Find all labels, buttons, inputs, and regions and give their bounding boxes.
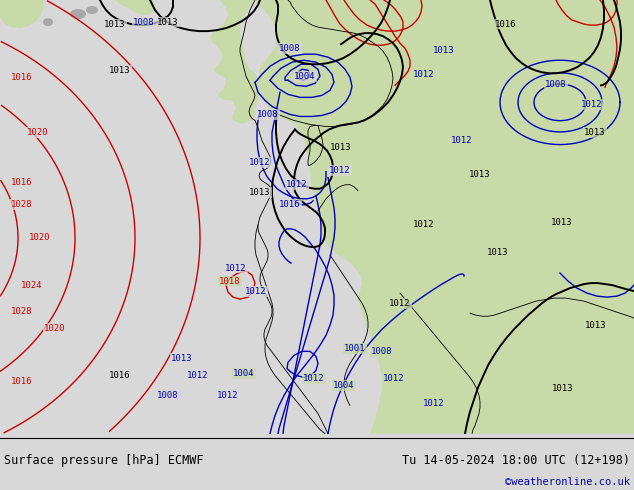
Text: 1008: 1008: [257, 110, 279, 119]
Text: 1016: 1016: [109, 371, 131, 380]
Polygon shape: [210, 0, 256, 123]
Text: 1008: 1008: [279, 44, 301, 53]
Text: 1013: 1013: [104, 20, 126, 28]
Text: 1020: 1020: [27, 128, 49, 137]
Polygon shape: [115, 0, 155, 15]
Text: 1004: 1004: [294, 72, 316, 81]
Polygon shape: [255, 0, 634, 434]
Text: 1013: 1013: [551, 219, 573, 227]
Text: 1028: 1028: [11, 200, 33, 209]
Ellipse shape: [86, 6, 98, 14]
Text: 1012: 1012: [329, 166, 351, 175]
Text: 1012: 1012: [249, 158, 271, 167]
Text: Tu 14-05-2024 18:00 UTC (12+198): Tu 14-05-2024 18:00 UTC (12+198): [402, 454, 630, 467]
Text: 1004: 1004: [333, 381, 355, 390]
Text: 1016: 1016: [279, 200, 301, 209]
Text: 1008: 1008: [372, 347, 392, 356]
Text: 1012: 1012: [245, 287, 267, 295]
Text: 1013: 1013: [157, 18, 179, 26]
Text: 1013: 1013: [109, 66, 131, 75]
Text: 1012: 1012: [187, 371, 209, 380]
Text: 1018: 1018: [219, 276, 241, 286]
Text: 1016: 1016: [495, 20, 517, 28]
Text: 1012: 1012: [286, 180, 307, 189]
Text: 1012: 1012: [413, 70, 435, 79]
Text: 1013: 1013: [488, 248, 508, 257]
Text: 1008: 1008: [545, 80, 567, 89]
Text: 1013: 1013: [330, 143, 352, 152]
Polygon shape: [230, 66, 260, 122]
Text: ©weatheronline.co.uk: ©weatheronline.co.uk: [505, 477, 630, 487]
Text: 1012: 1012: [217, 391, 239, 400]
Ellipse shape: [70, 9, 86, 19]
Text: 1016: 1016: [11, 377, 33, 386]
Text: 1012: 1012: [225, 264, 247, 272]
Text: 1013: 1013: [585, 321, 607, 330]
Polygon shape: [255, 0, 634, 229]
Text: Surface pressure [hPa] ECMWF: Surface pressure [hPa] ECMWF: [4, 454, 204, 467]
Text: 1020: 1020: [44, 324, 66, 333]
Text: 1016: 1016: [11, 73, 33, 82]
Text: 1012: 1012: [581, 100, 603, 109]
Text: 1013: 1013: [171, 354, 193, 363]
Text: 1013: 1013: [469, 170, 491, 179]
Text: 1012: 1012: [383, 374, 404, 383]
Text: 1012: 1012: [413, 220, 435, 229]
Text: 1004: 1004: [233, 369, 255, 378]
Text: 1013: 1013: [552, 384, 574, 393]
Text: 1013: 1013: [585, 128, 605, 137]
Text: 1013: 1013: [433, 46, 455, 55]
Text: 1013: 1013: [249, 188, 271, 197]
Polygon shape: [0, 0, 44, 28]
Text: 1020: 1020: [29, 233, 51, 243]
Text: 1024: 1024: [22, 281, 42, 290]
Text: 1001: 1001: [344, 344, 366, 353]
Ellipse shape: [43, 18, 53, 26]
Text: 1012: 1012: [389, 298, 411, 308]
Text: 1012: 1012: [303, 374, 325, 383]
Text: 1008: 1008: [133, 18, 155, 26]
Text: 1008: 1008: [157, 391, 179, 400]
Text: 1028: 1028: [11, 307, 33, 316]
Text: 1012: 1012: [451, 136, 473, 145]
Text: 1012: 1012: [424, 399, 444, 408]
Text: 1016: 1016: [11, 178, 33, 187]
